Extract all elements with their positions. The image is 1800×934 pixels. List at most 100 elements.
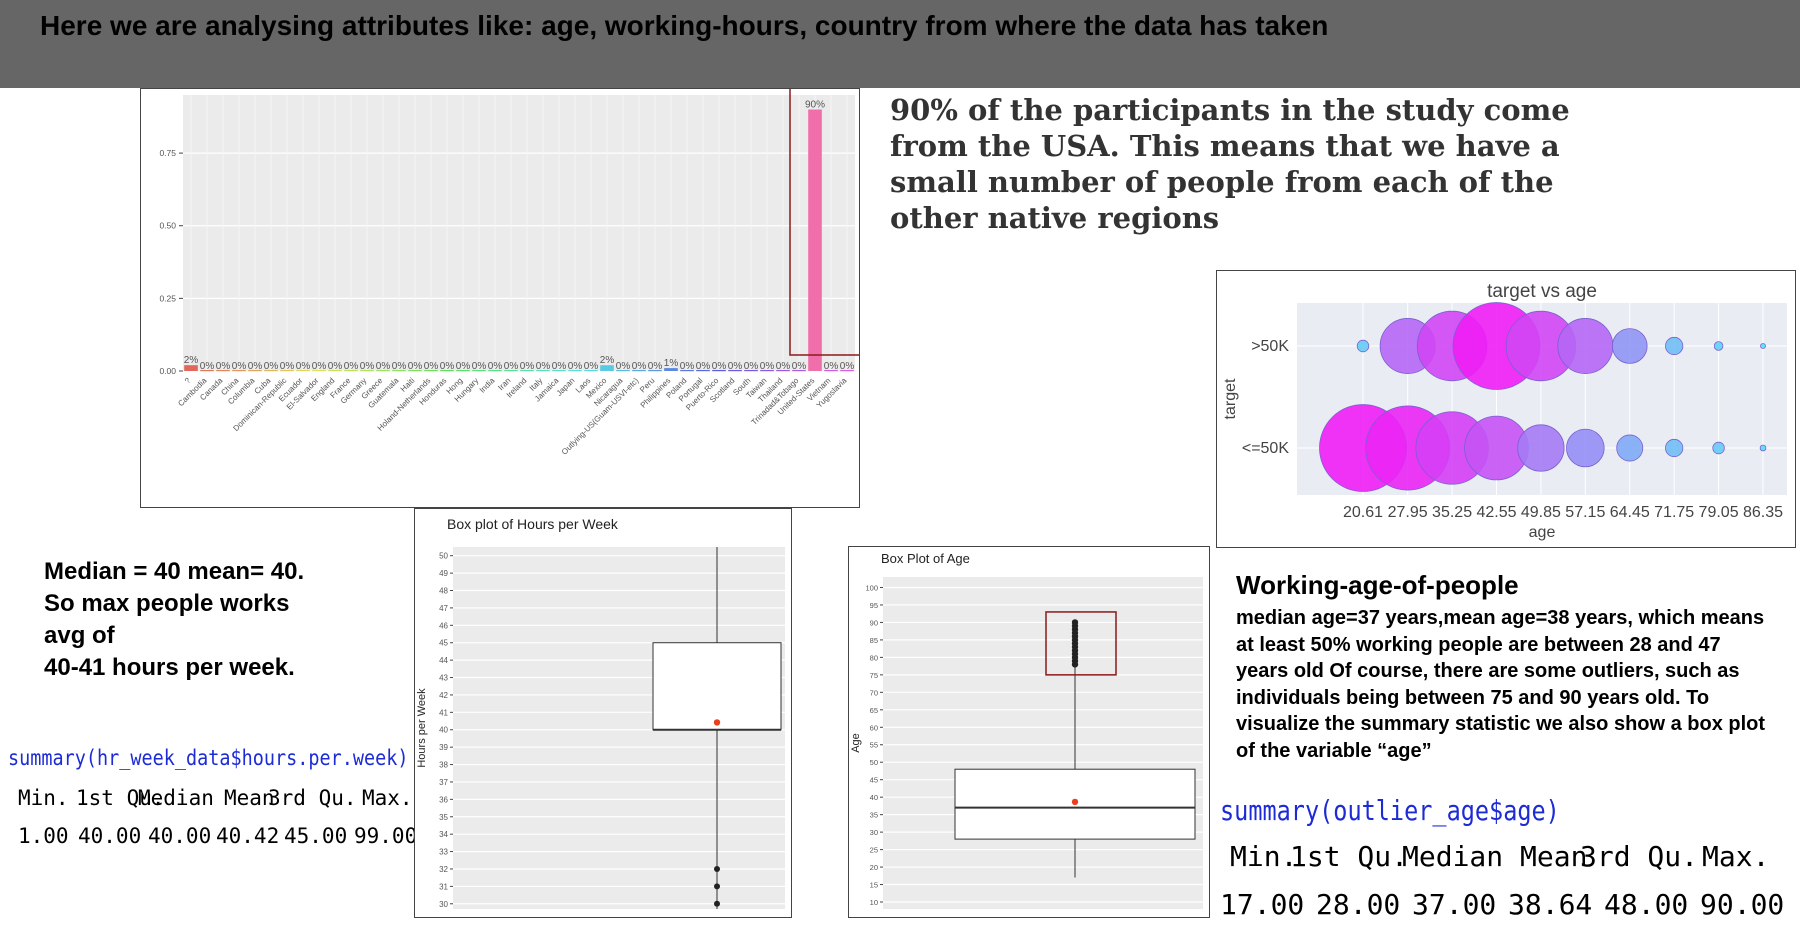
bar-label: 2% [184, 355, 199, 366]
outlier-point [714, 865, 720, 872]
y-tick-label: 75 [870, 671, 878, 680]
bar [696, 370, 710, 372]
x-tick-label: 86.35 [1743, 504, 1783, 521]
bar [600, 365, 614, 371]
bar [664, 368, 678, 371]
summary-value: 45.00 [284, 824, 348, 848]
chart-title: Box Plot of Age [881, 551, 970, 566]
target-age-panel: target vs age 20.61 27.95 35.25 42.55 49.85 57… [1216, 270, 1796, 548]
y-tick-label: 15 [870, 881, 878, 890]
bar [248, 370, 262, 372]
bar [344, 370, 358, 372]
y-tick-label: 35 [870, 811, 878, 820]
bar-label: 0% [344, 361, 359, 372]
y-tick-label: 41 [439, 708, 448, 717]
y-tick-label: 85 [870, 636, 878, 645]
bar [472, 370, 486, 372]
x-tick-label: Japan [555, 376, 577, 398]
bar-label: 0% [504, 361, 519, 372]
y-tick-label: 33 [439, 848, 448, 857]
y-tick-label: 39 [439, 743, 448, 752]
bubble [1557, 318, 1614, 374]
bar [424, 370, 438, 372]
bar [552, 370, 566, 372]
bar-label: 0% [232, 361, 247, 372]
bar-label: 0% [536, 361, 551, 372]
bar [200, 370, 214, 372]
bar [584, 370, 598, 372]
bar [392, 370, 406, 372]
bar [808, 109, 822, 372]
bar-label: 0% [376, 361, 391, 372]
bar-label: 0% [200, 361, 215, 372]
y-tick-label: 30 [870, 828, 878, 837]
bar [648, 370, 662, 372]
summary-value: 40.00 [78, 824, 142, 848]
x-tick-label: 27.95 [1388, 504, 1428, 521]
hours-note: Median = 40 mean= 40. So max people work… [44, 556, 384, 684]
bar-label: 0% [408, 361, 423, 372]
outlier-point [1071, 619, 1079, 626]
bubble [1712, 441, 1725, 455]
age-note-title: Working-age-of-people [1236, 570, 1519, 600]
hours-note-line: 40-41 hours per week. [44, 654, 295, 681]
y-tick-label: 37 [439, 778, 448, 787]
age-summary-code: summary(outlier_age$age) [1220, 794, 1560, 827]
bar-label: 0% [488, 361, 503, 372]
bar [840, 370, 854, 372]
y-tick-label: 0.50 [159, 221, 176, 231]
y-tick-label: 60 [870, 723, 878, 732]
summary-header: Max. [1702, 840, 1770, 873]
bar [504, 370, 518, 372]
y-tick-label: 0.25 [159, 293, 176, 303]
bar-label: 0% [728, 361, 743, 372]
bar [408, 370, 422, 372]
y-tick-label: 20 [870, 863, 878, 872]
hours-summary-table: Min. 1st Qu. Median Mean 3rd Qu. Max. 1.… [14, 786, 417, 866]
x-tick-label: ? [183, 376, 193, 386]
bar [728, 370, 742, 372]
mean-point [1071, 798, 1079, 806]
bar-label: 0% [472, 361, 487, 372]
target-vs-age-chart: target vs age 20.61 27.95 35.25 42.55 49.85 57… [1222, 281, 1787, 541]
bar-label: 0% [584, 361, 599, 372]
x-axis-label: age [1529, 524, 1556, 541]
y-tick-label: 43 [439, 674, 448, 683]
bar [440, 370, 454, 372]
y-tick-label: 46 [439, 621, 448, 630]
y-tick-label: 35 [439, 813, 448, 822]
bar [296, 370, 310, 372]
bar [824, 370, 838, 372]
bar [232, 370, 246, 372]
bar-label: 0% [216, 361, 231, 372]
bar-label: 0% [328, 361, 343, 372]
country-note: 90% of the participants in the study com… [890, 93, 1570, 235]
hours-box-plot: Box plot of Hours per Week 30 31 32 33 34 35 36… [416, 516, 785, 909]
bar-label: 0% [296, 361, 311, 372]
bubble [1356, 339, 1370, 353]
y-tick-label: 80 [870, 653, 878, 662]
y-tick-label: 50 [439, 552, 448, 561]
bar [264, 370, 278, 372]
bar-label: 90% [805, 100, 825, 111]
summary-header: Min. [1230, 840, 1298, 873]
y-tick-label: 0.75 [159, 148, 176, 158]
bar [712, 370, 726, 372]
y-tick-label: 40 [439, 726, 448, 735]
bar [776, 370, 790, 372]
bar [536, 370, 550, 372]
y-tick-label: 32 [439, 865, 448, 874]
bar-label: 0% [424, 361, 439, 372]
hours-note-line: avg of [44, 622, 115, 649]
y-tick-label: 45 [870, 776, 878, 785]
y-axis-label: Hours per Week [416, 688, 428, 768]
y-tick-label: 0.00 [159, 366, 176, 376]
outlier-point [714, 883, 720, 890]
summary-header: Mean [224, 786, 275, 810]
bar-label: 0% [552, 361, 567, 372]
summary-header: Mean [1520, 840, 1588, 873]
bar [456, 370, 470, 372]
y-axis-label: Age [850, 733, 862, 753]
x-tick-label: India [478, 376, 497, 395]
y-axis-label: target [1222, 378, 1239, 419]
